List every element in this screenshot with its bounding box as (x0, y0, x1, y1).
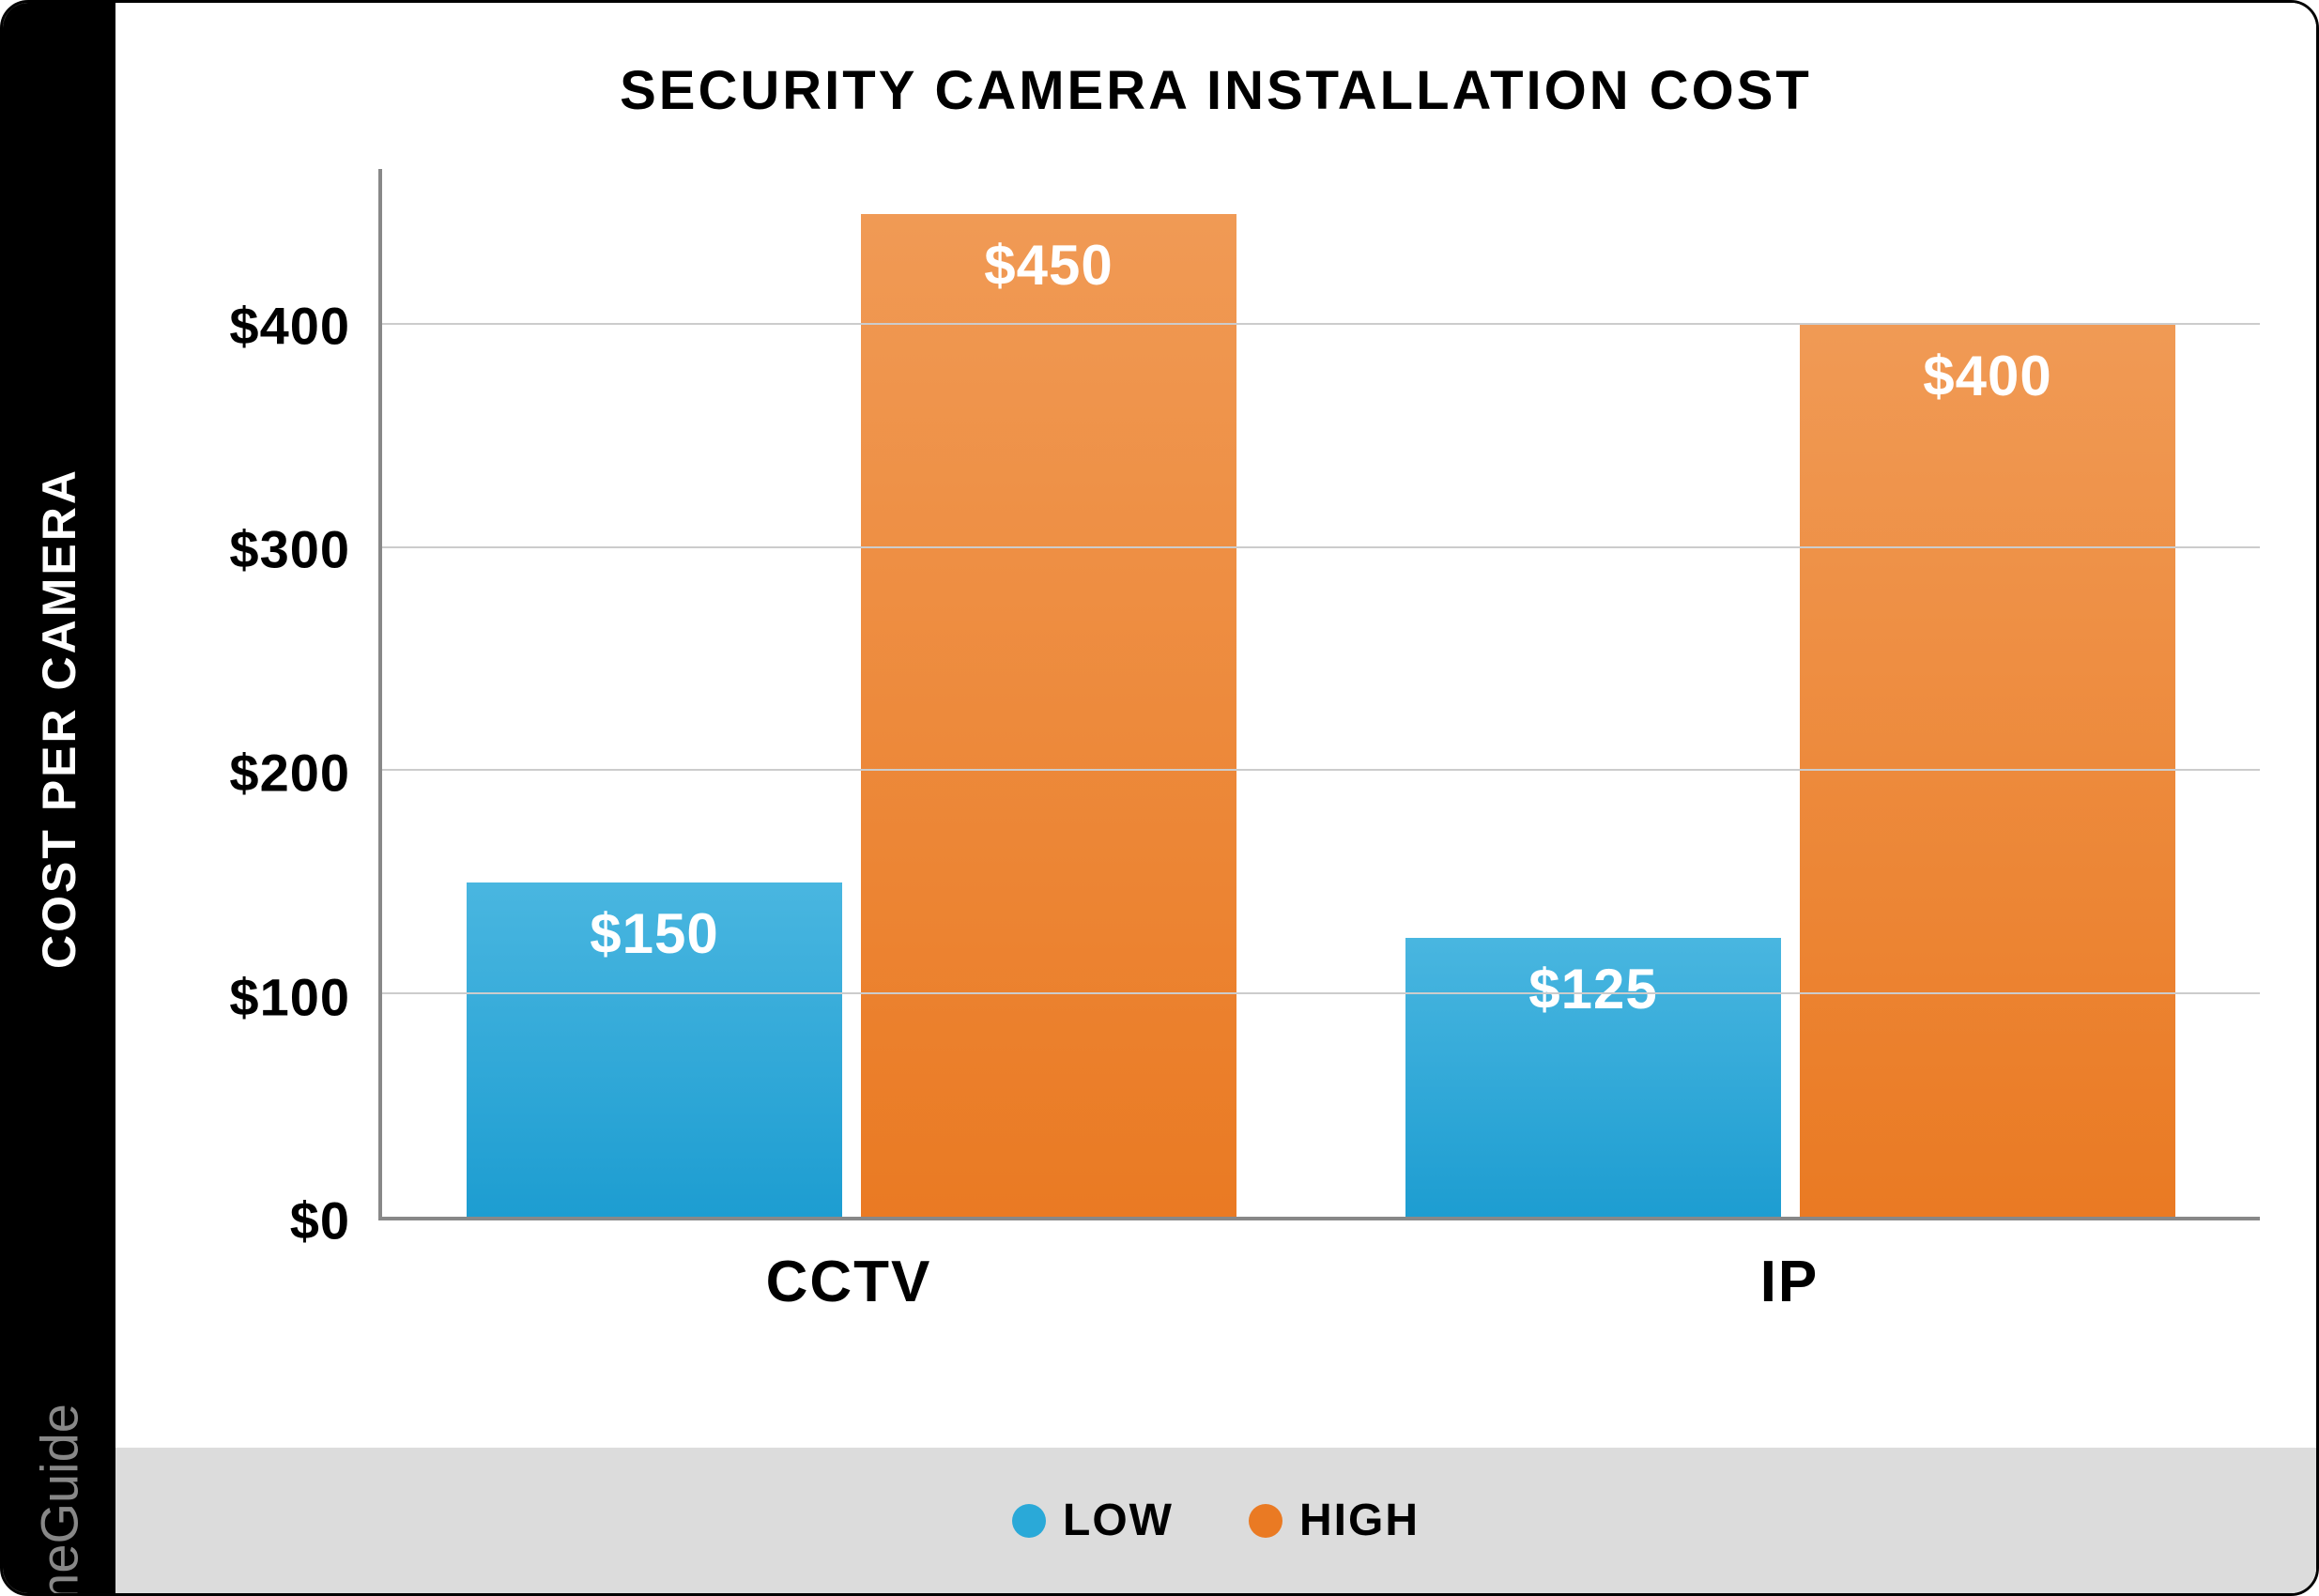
gridline (382, 992, 2260, 994)
bar: $400 (1800, 325, 2175, 1217)
legend-label: HIGH (1299, 1495, 1420, 1546)
bar-value-label: $450 (861, 233, 1236, 298)
bar-value-label: $400 (1800, 344, 2175, 408)
chart-card: COST PER CAMERA HomeGuide SECURITY CAMER… (0, 0, 2319, 1596)
plot-wrapper: $0$100$200$300$400 $150$450$125$400 (172, 169, 2260, 1220)
gridline (382, 323, 2260, 325)
main-panel: SECURITY CAMERA INSTALLATION COST $0 $100… (115, 3, 2316, 1593)
legend-dot-icon (1249, 1504, 1282, 1538)
bar-value-label: $125 (1405, 957, 1781, 1021)
legend-label: LOW (1063, 1495, 1174, 1546)
brand-label: HomeGuide (29, 1404, 90, 1596)
legend-dot-icon (1012, 1504, 1046, 1538)
y-tick-label: $0 (290, 1190, 350, 1251)
bar: $150 (467, 882, 842, 1217)
bar: $125 (1405, 938, 1781, 1217)
plot-region: $150 $450 $125 $400 (378, 169, 2260, 1220)
gridline (382, 546, 2260, 548)
bar-group: $150 $450 (382, 169, 1321, 1217)
gridline (382, 769, 2260, 771)
bar-groups: $150 $450 $125 $400 (382, 169, 2260, 1217)
y-axis-title: COST PER CAMERA (32, 468, 86, 969)
x-axis-labels: CCTVIP (378, 1249, 2260, 1315)
bar: $450 (861, 214, 1236, 1218)
bar-group: $125 $400 (1321, 169, 2260, 1217)
x-axis-label: CCTV (378, 1249, 1319, 1315)
y-tick-label: $400 (229, 295, 350, 356)
y-ticks: $0$100$200$300$400 (172, 169, 378, 1220)
sidebar: COST PER CAMERA HomeGuide (3, 3, 115, 1593)
chart-title: SECURITY CAMERA INSTALLATION COST (172, 59, 2260, 122)
y-tick-label: $200 (229, 743, 350, 804)
legend-item: LOW (1012, 1495, 1174, 1546)
chart-area: SECURITY CAMERA INSTALLATION COST $0 $100… (115, 3, 2316, 1448)
y-tick-label: $300 (229, 519, 350, 580)
x-axis-label: IP (1319, 1249, 2260, 1315)
legend: LOW HIGH (115, 1448, 2316, 1593)
y-tick-label: $100 (229, 966, 350, 1027)
bar-value-label: $150 (467, 901, 842, 966)
legend-item: HIGH (1249, 1495, 1420, 1546)
